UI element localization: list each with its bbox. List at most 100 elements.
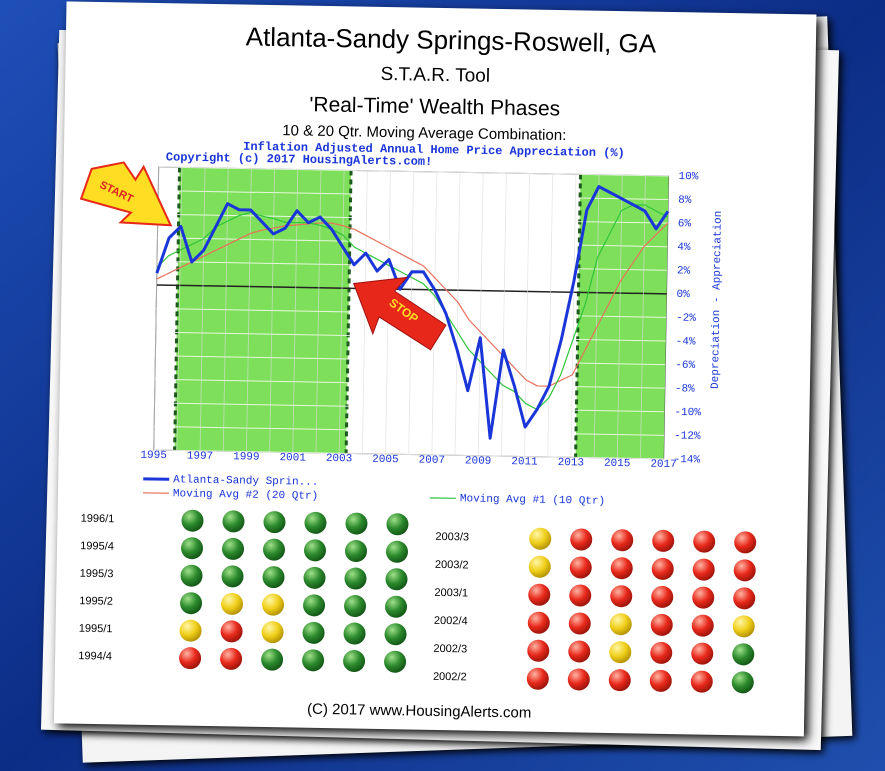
signal-dot xyxy=(650,641,673,664)
legend-label: Moving Avg #2 (20 Qtr) xyxy=(173,488,318,503)
signal-dot xyxy=(263,538,286,561)
signal-dot xyxy=(262,566,285,589)
signal-dot xyxy=(652,529,675,552)
y-tick-label: 4% xyxy=(677,242,691,254)
signal-dot xyxy=(385,595,408,618)
start-arrow: START xyxy=(79,161,173,227)
grid-line xyxy=(616,175,623,459)
signal-dot xyxy=(693,530,716,553)
y-tick-label: 6% xyxy=(678,218,692,230)
signal-dot xyxy=(609,613,632,636)
signal-dot xyxy=(220,647,243,670)
signal-dot xyxy=(384,623,407,646)
signal-dot xyxy=(384,650,407,673)
signal-dot xyxy=(651,585,674,608)
signal-dot xyxy=(732,643,755,666)
grid-line xyxy=(640,175,646,459)
y-tick-label: -10% xyxy=(674,407,701,419)
x-tick-label: 2017 xyxy=(650,459,677,471)
row-label: 2003/2 xyxy=(435,559,469,572)
signal-dot xyxy=(690,670,713,693)
signal-dot xyxy=(734,531,757,554)
grid-line xyxy=(547,173,554,457)
subtitle: 10 & 20 Qtr. Moving Average Combination: xyxy=(282,122,566,144)
chart-title: Inflation Adjusted Annual Home Price App… xyxy=(243,140,625,161)
grid-line xyxy=(524,173,530,457)
signal-dot xyxy=(610,557,633,580)
x-tick-label: 2011 xyxy=(511,456,538,468)
signal-dot xyxy=(345,512,368,535)
main-page: Atlanta-Sandy Springs-Roswell, GA S.T.A.… xyxy=(53,1,817,737)
row-label: 2003/1 xyxy=(434,587,468,600)
x-tick-label: 2009 xyxy=(465,455,492,467)
signal-dot xyxy=(611,529,634,552)
signal-dot xyxy=(527,611,550,634)
signal-dot xyxy=(385,540,408,563)
signal-dot xyxy=(649,669,672,692)
y-tick-label: 2% xyxy=(677,265,691,277)
signal-dot xyxy=(179,619,202,642)
signal-dot xyxy=(344,567,367,590)
legend-label: Atlanta-Sandy Sprin... xyxy=(173,474,318,489)
signal-dot xyxy=(304,511,327,534)
signal-dot xyxy=(303,594,326,617)
signal-dot xyxy=(262,593,285,616)
arrow-shape xyxy=(352,276,447,351)
signal-dot xyxy=(569,556,592,579)
title: Atlanta-Sandy Springs-Roswell, GA xyxy=(246,21,658,58)
signal-dot xyxy=(567,668,590,691)
signal-dot xyxy=(526,667,549,690)
signal-dot xyxy=(222,537,245,560)
signal-dot xyxy=(733,559,756,582)
signal-dot xyxy=(568,640,591,663)
signal-dot xyxy=(343,622,366,645)
grid-line xyxy=(292,169,299,453)
signal-dot xyxy=(651,557,674,580)
signal-dot xyxy=(569,584,592,607)
signal-dot xyxy=(303,566,326,589)
legend-label: Moving Avg #1 (10 Qtr) xyxy=(460,493,605,508)
signal-dot xyxy=(180,564,203,587)
row-label: 2002/3 xyxy=(433,643,467,656)
signal-dot xyxy=(181,537,204,560)
copyright: Copyright (c) 2017 HousingAlerts.com! xyxy=(166,150,433,169)
signal-dot xyxy=(568,612,591,635)
signal-dot xyxy=(528,555,551,578)
grid-line xyxy=(269,169,275,453)
row-label: 1995/2 xyxy=(79,595,113,608)
row-label: 2002/2 xyxy=(433,671,467,684)
signal-dot xyxy=(610,585,633,608)
x-tick-label: 2001 xyxy=(279,452,306,464)
x-tick-label: 2013 xyxy=(558,457,585,469)
signal-dot xyxy=(692,558,715,581)
series-line xyxy=(156,222,669,387)
signal-dot xyxy=(179,647,202,670)
signal-dot xyxy=(386,513,409,536)
signal-dot xyxy=(733,587,756,610)
grid-line xyxy=(477,172,484,456)
signal-dot xyxy=(608,669,631,692)
signal-dot xyxy=(221,565,244,588)
signal-dot xyxy=(385,568,408,591)
signal-dot xyxy=(527,639,550,662)
signal-dot xyxy=(691,614,714,637)
row-label: 2002/4 xyxy=(434,615,468,628)
grid-line xyxy=(454,172,461,456)
signals: 1996/1 1995/4 1995/3 1995/2 1995/1 1994/4 2003… xyxy=(78,509,757,694)
grid-line xyxy=(176,167,183,451)
signal-dot xyxy=(345,540,368,563)
row-label: 1995/3 xyxy=(80,568,114,581)
grid-line xyxy=(199,167,206,451)
y-axis-label: Depreciation - Appreciation xyxy=(710,211,725,389)
series-line xyxy=(156,204,669,411)
signal-dot xyxy=(302,649,325,672)
series-line xyxy=(155,185,670,440)
y-tick-label: -4% xyxy=(676,336,696,348)
y-tick-label: 0% xyxy=(676,289,690,301)
subtitle: S.T.A.R. Tool xyxy=(380,64,490,87)
row-label: 2003/3 xyxy=(435,531,469,544)
grid-line xyxy=(431,171,438,455)
signal-dot xyxy=(691,642,714,665)
y-tick-label: -2% xyxy=(676,313,696,325)
